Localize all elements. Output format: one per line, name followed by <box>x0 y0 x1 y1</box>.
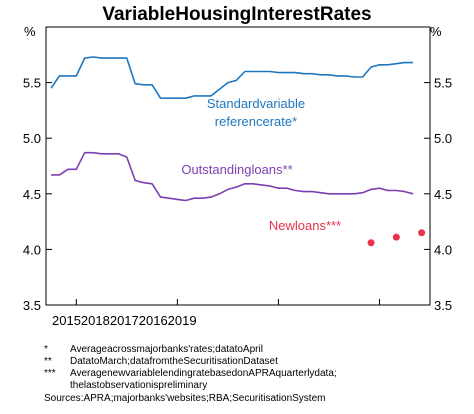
footnote-text: AveragenewvariablelendingratebasedonAPRA… <box>70 368 337 391</box>
series-2 <box>51 151 414 202</box>
footnotes: * Averageacrossmajorbanks'rates;datatoAp… <box>44 344 464 405</box>
series-label: Newloans*** <box>269 218 341 233</box>
series-3 <box>367 229 426 247</box>
series-label: Outstandingloans** <box>181 162 292 177</box>
footnote-text: Averageacrossmajorbanks'rates;datatoApri… <box>70 344 263 355</box>
y-tick-label-left: 3.5 <box>23 298 41 313</box>
y-tick-label-left: 4.0 <box>23 242 41 257</box>
series-line <box>51 151 414 202</box>
footnote-marker: * <box>44 344 48 355</box>
y-unit-right: % <box>430 24 442 39</box>
footnote-2: ** DatatoMarch;datafromtheSecuritisation… <box>44 356 464 368</box>
series-1 <box>50 56 414 99</box>
y-tick-label-left: 5.0 <box>23 131 41 146</box>
footnote-1: * Averageacrossmajorbanks'rates;datatoAp… <box>44 344 464 356</box>
line-chart: VariableHousingInterestRates % % 3.5 4.0 4… <box>23 4 452 328</box>
data-point <box>367 239 375 247</box>
y-tick-label-left: 5.5 <box>23 76 41 91</box>
footnote-3: *** Averagenewvariablelendingratebasedon… <box>44 368 464 392</box>
footnote-text: DatatoMarch;datafromtheSecuritisationDat… <box>70 356 278 367</box>
footnote-marker: *** <box>44 368 56 379</box>
series-label: referencerate* <box>215 114 297 129</box>
y-tick-label-right: 3.5 <box>434 298 452 313</box>
plot-area <box>45 26 431 306</box>
y-axis-left: 3.5 4.0 4.5 5.0 5.5 <box>23 76 52 313</box>
data-point <box>392 233 400 241</box>
y-tick-label-right: 5.5 <box>434 76 452 91</box>
source-note: Sources:APRA;majorbanks'websites;RBA;Sec… <box>44 393 326 404</box>
data-point <box>418 229 426 237</box>
chart-title: VariableHousingInterestRates <box>102 4 371 25</box>
series-label: Standardvariable <box>207 96 305 111</box>
y-tick-label-right: 4.0 <box>434 242 452 257</box>
y-axis-right: 3.5 4.0 4.5 5.0 5.5 <box>424 76 452 313</box>
y-tick-label-right: 5.0 <box>434 131 452 146</box>
x-axis-year-labels: 20152018201720162019 <box>52 313 197 328</box>
y-unit-left: % <box>24 24 36 39</box>
series-labels: Standardvariable referencerate* Outstandin… <box>181 96 341 233</box>
series-line <box>50 56 414 99</box>
y-tick-label-left: 4.5 <box>23 187 41 202</box>
footnote-marker: ** <box>44 356 52 367</box>
x-axis-ticks <box>75 299 380 305</box>
y-tick-label-right: 4.5 <box>434 187 452 202</box>
series-layer <box>50 56 426 247</box>
